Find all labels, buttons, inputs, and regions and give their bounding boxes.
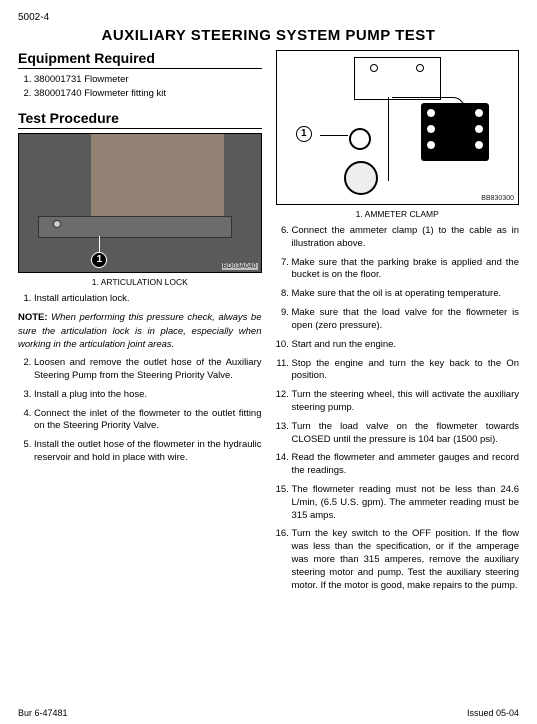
procedure-heading: Test Procedure [18, 110, 262, 129]
note-block: NOTE: When performing this pressure chec… [18, 311, 262, 351]
step-item: The flowmeter reading must not be less t… [292, 484, 520, 522]
step-item: Make sure that the parking brake is appl… [292, 257, 520, 283]
step-item: Connect the ammeter clamp (1) to the cab… [292, 225, 520, 251]
machine-joint-shape [38, 216, 231, 238]
step-item: Install articulation lock. [34, 293, 262, 306]
note-text: When performing this pressure check, alw… [18, 312, 262, 350]
equipment-item: 380001740 Flowmeter fitting kit [34, 87, 262, 101]
r-callout-line [320, 135, 348, 136]
connector-shape [421, 103, 489, 161]
motor-shape [344, 161, 378, 195]
step-item: Start and run the engine. [292, 339, 520, 352]
note-label: NOTE: [18, 312, 48, 323]
step-item: Make sure that the load valve for the fl… [292, 307, 520, 333]
left-steps-2: Loosen and remove the outlet hose of the… [18, 357, 262, 465]
right-steps: Connect the ammeter clamp (1) to the cab… [276, 225, 520, 593]
figure-left: 1 BD03A040 [18, 133, 262, 273]
step-item: Read the flowmeter and ammeter gauges an… [292, 452, 520, 478]
figure-code: BB830300 [480, 195, 515, 202]
machine-body-shape [91, 134, 224, 228]
left-steps-1: Install articulation lock. [18, 293, 262, 306]
equipment-list: 380001731 Flowmeter 380001740 Flowmeter … [18, 73, 262, 102]
step-item: Turn the steering wheel, this will activ… [292, 389, 520, 415]
equipment-heading: Equipment Required [18, 50, 262, 69]
equipment-item: 380001731 Flowmeter [34, 73, 262, 87]
step-item: Turn the key switch to the OFF position.… [292, 528, 520, 592]
footer: Bur 6-47481 Issued 05-04 [18, 708, 519, 718]
panel-shape [354, 57, 441, 100]
right-column: 1 BB830300 1. AMMETER CLAMP Connect the … [276, 50, 520, 599]
step-item: Install the outlet hose of the flowmeter… [34, 439, 262, 465]
step-item: Loosen and remove the outlet hose of the… [34, 357, 262, 383]
wire-shape [388, 97, 390, 181]
callout-1: 1 [91, 252, 107, 268]
step-item: Stop the engine and turn the key back to… [292, 358, 520, 384]
page-number: 5002-4 [18, 12, 519, 23]
step-item: Install a plug into the hose. [34, 389, 262, 402]
figure-code: BD03A040 [222, 263, 258, 270]
footer-left: Bur 6-47481 [18, 708, 68, 718]
r-callout-1: 1 [296, 126, 312, 142]
footer-right: Issued 05-04 [467, 708, 519, 718]
step-item: Connect the inlet of the flowmeter to th… [34, 408, 262, 434]
figure-left-caption: 1. ARTICULATION LOCK [18, 277, 262, 287]
left-column: Equipment Required 380001731 Flowmeter 3… [18, 50, 262, 599]
figure-right: 1 BB830300 [276, 50, 520, 205]
clamp-shape [349, 128, 371, 150]
step-item: Turn the load valve on the flowmeter tow… [292, 421, 520, 447]
content-columns: Equipment Required 380001731 Flowmeter 3… [18, 50, 519, 599]
figure-right-caption: 1. AMMETER CLAMP [276, 209, 520, 219]
step-item: Make sure that the oil is at operating t… [292, 288, 520, 301]
page-title: AUXILIARY STEERING SYSTEM PUMP TEST [18, 27, 519, 44]
